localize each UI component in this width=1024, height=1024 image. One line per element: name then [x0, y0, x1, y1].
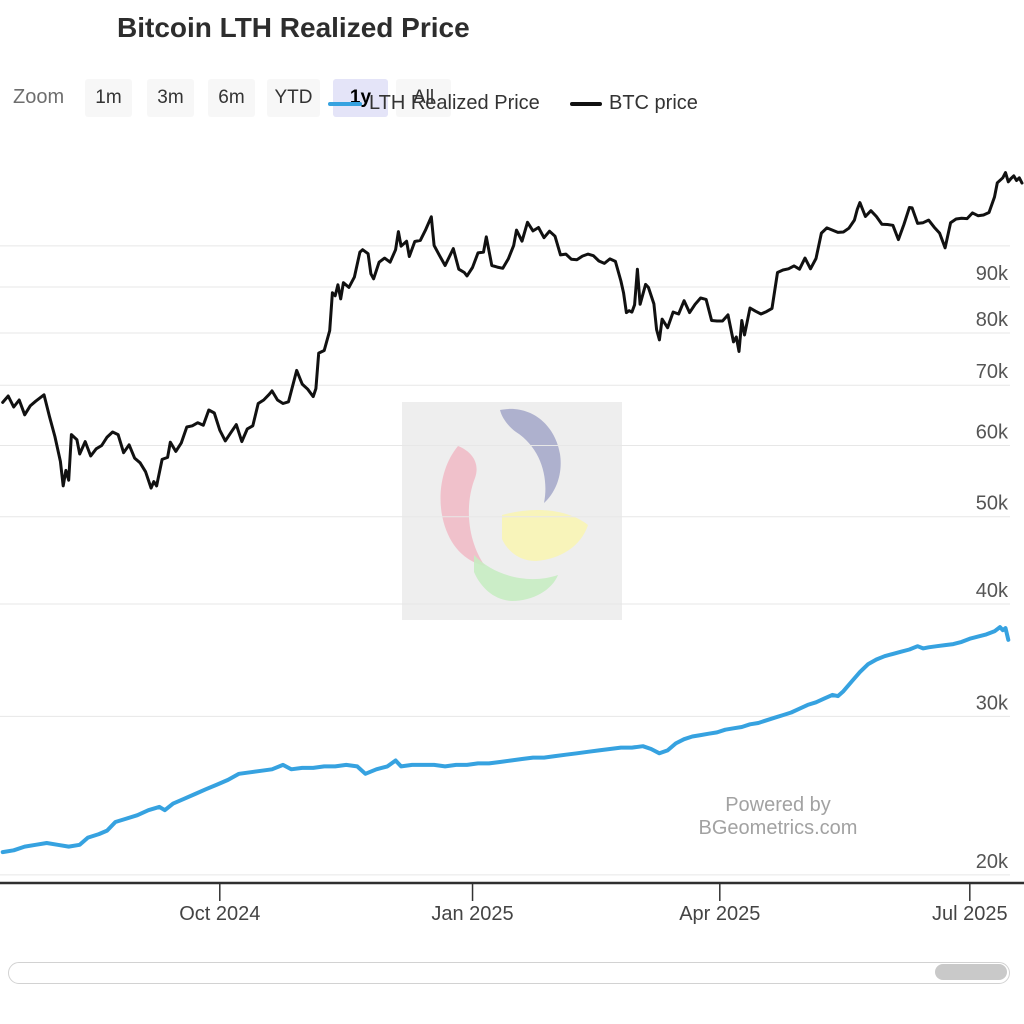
- y-axis-label-40k: 40k: [976, 580, 1009, 602]
- powered-by-credit: Powered by BGeometrics.com: [698, 794, 858, 839]
- y-axis-label-80k: 80k: [976, 309, 1009, 331]
- x-axis-label-Jul-2025: Jul 2025: [931, 903, 1008, 925]
- legend-label-lth: LTH Realized Price: [369, 92, 540, 114]
- lth-line-swatch-icon: [328, 101, 362, 106]
- zoom-button-1m[interactable]: 1m: [85, 79, 132, 117]
- y-axis-label-20k: 20k: [976, 851, 1009, 873]
- page-title: Bitcoin LTH Realized Price: [117, 12, 470, 43]
- x-axis-label-Oct-2024: Oct 2024: [179, 903, 261, 925]
- zoom-button-all[interactable]: All: [396, 79, 451, 117]
- bgeometrics-watermark: [402, 402, 622, 620]
- zoom-button-ytd[interactable]: YTD: [267, 79, 320, 117]
- legend-item-btc-price[interactable]: BTC price: [570, 92, 698, 115]
- legend-item-lth-realized-price[interactable]: LTH Realized Price: [328, 92, 540, 115]
- bgeometrics-logo-icon: [440, 408, 588, 601]
- chart-navigator-scrollbar[interactable]: [8, 962, 1010, 984]
- y-axis-label-60k: 60k: [976, 421, 1009, 443]
- scrollbar-thumb[interactable]: [935, 964, 1007, 980]
- x-axis-label-Apr-2025: Apr 2025: [679, 903, 761, 925]
- btc-line-swatch-icon: [570, 101, 602, 106]
- x-axis-label-Jan-2025: Jan 2025: [431, 903, 514, 925]
- zoom-button-6m[interactable]: 6m: [208, 79, 255, 117]
- y-axis-label-90k: 90k: [976, 263, 1009, 285]
- y-axis-label-50k: 50k: [976, 493, 1009, 515]
- y-axis-label-70k: 70k: [976, 361, 1009, 383]
- chart-legend: LTH Realized Price BTC price: [0, 92, 1024, 118]
- zoom-label: Zoom: [13, 86, 65, 108]
- y-axis-label-30k: 30k: [976, 692, 1009, 714]
- legend-label-btc: BTC price: [609, 92, 698, 114]
- zoom-button-3m[interactable]: 3m: [147, 79, 194, 117]
